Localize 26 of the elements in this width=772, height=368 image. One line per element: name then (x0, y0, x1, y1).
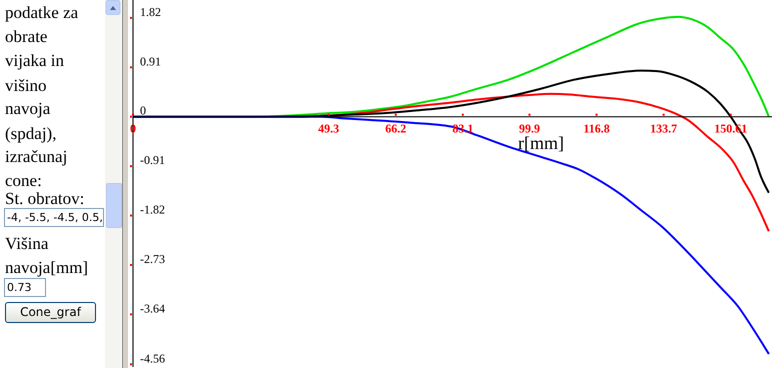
text: podatke za (5, 3, 78, 23)
text: St. obratov: (5, 189, 84, 209)
text: obrate (5, 27, 48, 47)
y-tick-label: -0.91 (140, 153, 165, 168)
y-tick-label: 0 (140, 104, 146, 118)
x-tick-label: 133.7 (650, 122, 678, 136)
text: vijaka in (5, 51, 64, 71)
x-tick-label: 116.8 (583, 122, 610, 136)
text: cone: (5, 171, 42, 191)
text: Višina (5, 234, 48, 254)
x-tick-label: 66.2 (385, 122, 406, 136)
text: navoja[mm] (5, 258, 88, 278)
text: -4, -5.5, -4.5, 0.5, (4, 208, 104, 227)
y-tick-label: -4.56 (140, 351, 165, 366)
y-tick-label: -1.82 (140, 202, 165, 217)
text: višino (5, 76, 47, 96)
text: navoja (5, 99, 50, 119)
y-tick-label: -3.64 (140, 301, 165, 316)
y-tick-label: 1.82 (140, 4, 161, 19)
x-tick-label: 49.3 (318, 122, 340, 136)
y-tick-label: -2.73 (140, 252, 165, 266)
text: (spdaj), (5, 124, 56, 144)
text: izračunaj (5, 147, 68, 167)
text: Cone_graf (5, 302, 96, 323)
text: 0.73 (4, 278, 46, 297)
y-tick-label: 0.91 (140, 54, 161, 68)
